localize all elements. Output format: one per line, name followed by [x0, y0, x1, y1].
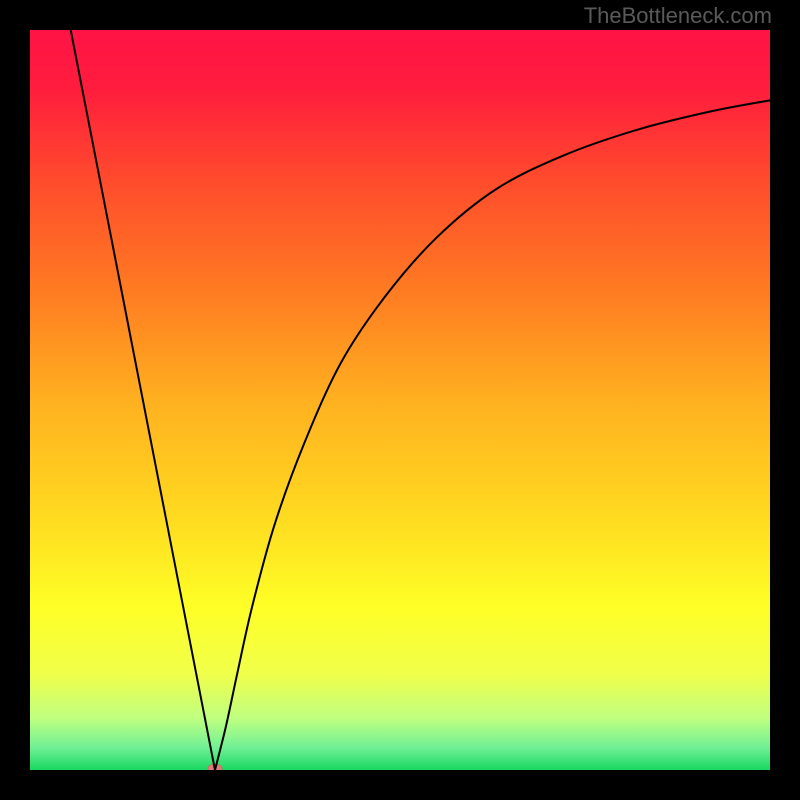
gradient-background [30, 30, 770, 770]
bottleneck-curve-chart [30, 30, 770, 770]
watermark-text: TheBottleneck.com [584, 3, 772, 29]
chart-plot-area [30, 30, 770, 770]
